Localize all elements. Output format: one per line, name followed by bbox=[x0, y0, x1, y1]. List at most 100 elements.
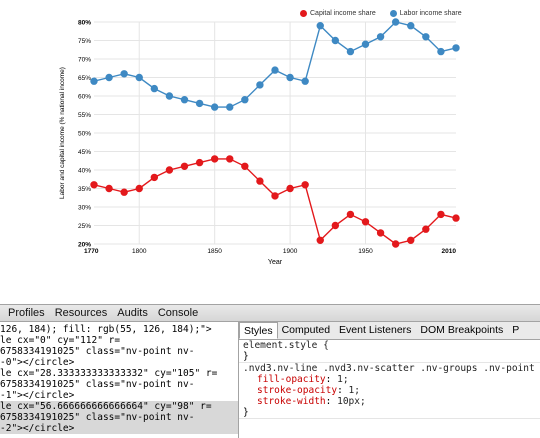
tab-audits[interactable]: Audits bbox=[117, 307, 148, 319]
dom-line[interactable]: 6758334191025" class="nv-point nv- bbox=[0, 346, 195, 357]
y-axis-title: Labor and capital income (% national inc… bbox=[59, 67, 66, 199]
series-point-0 bbox=[271, 192, 279, 200]
series-point-1 bbox=[210, 103, 219, 111]
tab-styles[interactable]: Styles bbox=[239, 322, 278, 339]
devtools-toolbar: Profiles Resources Audits Console bbox=[0, 305, 540, 322]
tab-truncated[interactable]: P bbox=[512, 324, 520, 336]
series-point-1 bbox=[437, 47, 445, 56]
series-point-1 bbox=[316, 22, 324, 30]
series-point-0 bbox=[391, 240, 400, 248]
series-point-1 bbox=[361, 40, 370, 48]
dom-tree-pane[interactable]: 126, 184); fill: rgb(55, 126, 184);"> le… bbox=[0, 322, 239, 438]
series-point-1 bbox=[376, 33, 385, 41]
y-tick-label: 25% bbox=[78, 223, 91, 230]
series-point-0 bbox=[316, 236, 324, 245]
series-line-0 bbox=[93, 158, 457, 245]
tab-resources[interactable]: Resources bbox=[54, 307, 108, 319]
dom-line[interactable]: -0"></circle> bbox=[0, 357, 75, 368]
series-point-1 bbox=[195, 99, 204, 108]
series-point-0 bbox=[241, 162, 249, 171]
y-tick-label: 55% bbox=[78, 112, 91, 119]
legend-item-capital[interactable]: Capital income share bbox=[300, 10, 376, 17]
x-tick-label: 1770 bbox=[84, 248, 99, 255]
series-point-1 bbox=[286, 73, 294, 82]
series-point-0 bbox=[150, 173, 159, 182]
series-point-0 bbox=[105, 184, 113, 193]
series-point-0 bbox=[256, 177, 264, 185]
property-name: stroke-width bbox=[257, 396, 326, 407]
property-value: 1; bbox=[337, 374, 349, 385]
series-point-1 bbox=[422, 33, 430, 41]
series-point-1 bbox=[135, 73, 143, 82]
css-rule-selector: .nvd3.nv-line .nvd3.nv-scatter .nv-group… bbox=[243, 363, 535, 374]
y-tick-label: 40% bbox=[78, 168, 91, 175]
tab-console[interactable]: Console bbox=[157, 307, 199, 319]
series-point-1 bbox=[226, 103, 234, 111]
sidebar-tabs: Styles Computed Event Listeners DOM Brea… bbox=[239, 322, 540, 340]
devtools-panel: Profiles Resources Audits Console 126, 1… bbox=[0, 304, 540, 438]
css-rule[interactable]: .nvd3.nv-line .nvd3.nv-scatter .nv-group… bbox=[239, 363, 540, 419]
series-point-0 bbox=[437, 210, 445, 219]
series-point-1 bbox=[256, 81, 264, 89]
series-point-1 bbox=[241, 96, 249, 104]
series-point-1 bbox=[90, 77, 98, 85]
series-point-0 bbox=[226, 155, 234, 163]
property-name: fill-opacity bbox=[257, 374, 326, 385]
property-value: 1; bbox=[348, 385, 360, 396]
series-point-0 bbox=[286, 184, 294, 193]
styles-pane: Styles Computed Event Listeners DOM Brea… bbox=[239, 322, 540, 438]
element-style-rule[interactable]: element.style { } bbox=[239, 340, 540, 363]
chart-area: 20% 25% 30% 35% 40% 45% 50% 55% 60% 65% 70% 75% 80% 1… bbox=[59, 10, 462, 266]
tab-dom-breakpoints[interactable]: DOM Breakpoints bbox=[420, 324, 504, 336]
dom-line-selected[interactable]: -2"></circle> bbox=[0, 423, 238, 434]
tab-event-listeners[interactable]: Event Listeners bbox=[339, 324, 412, 336]
y-tick-label: 60% bbox=[78, 94, 91, 101]
dom-line[interactable]: 6758334191025" class="nv-point nv- bbox=[0, 379, 195, 390]
rule-close-brace: } bbox=[243, 407, 249, 418]
css-property[interactable]: stroke-opacity: 1; bbox=[257, 385, 360, 396]
series-point-1 bbox=[105, 73, 113, 82]
dom-line-selected[interactable]: 6758334191025" class="nv-point nv- bbox=[0, 412, 238, 423]
legend-dot-capital bbox=[300, 10, 307, 17]
y-tick-label: 45% bbox=[78, 149, 91, 156]
series-point-0 bbox=[135, 184, 143, 193]
y-tick-label: 65% bbox=[78, 75, 91, 82]
css-property[interactable]: fill-opacity: 1; bbox=[257, 374, 349, 385]
property-name: stroke-opacity bbox=[257, 385, 338, 396]
rule-close-brace: } bbox=[243, 351, 249, 362]
series-point-0 bbox=[361, 218, 370, 226]
series-point-0 bbox=[331, 221, 340, 230]
x-tick-label: 1950 bbox=[358, 248, 373, 255]
tab-computed[interactable]: Computed bbox=[281, 324, 331, 336]
dom-line-selected[interactable]: le cx="56.666666666666664" cy="98" r= bbox=[0, 401, 238, 412]
dom-line[interactable]: 126, 184); fill: rgb(55, 126, 184);"> bbox=[0, 324, 212, 335]
x-tick-label: 2010 bbox=[442, 248, 457, 255]
x-tick-label: 1850 bbox=[207, 248, 222, 255]
series-point-1 bbox=[150, 84, 159, 93]
series-point-0 bbox=[165, 166, 174, 174]
legend-item-labor[interactable]: Labor income share bbox=[389, 10, 462, 17]
series-point-0 bbox=[407, 236, 415, 245]
series-point-1 bbox=[301, 77, 309, 85]
legend-label-capital: Capital income share bbox=[310, 10, 376, 17]
y-tick-label: 80% bbox=[78, 20, 91, 27]
series-point-0 bbox=[90, 181, 98, 189]
dom-line[interactable]: le cx="0" cy="112" r= bbox=[0, 335, 121, 346]
legend-dot-labor bbox=[389, 10, 397, 17]
tab-profiles[interactable]: Profiles bbox=[8, 307, 45, 319]
y-tick-label: 75% bbox=[78, 38, 91, 45]
series-point-1 bbox=[165, 92, 174, 100]
series-point-0 bbox=[180, 162, 189, 171]
series-point-1 bbox=[271, 66, 279, 74]
series-point-0 bbox=[452, 214, 460, 222]
dom-line[interactable]: -1"></circle> bbox=[0, 390, 75, 401]
y-tick-label: 70% bbox=[78, 57, 91, 64]
dom-line[interactable]: le cx="28.333333333333332" cy="105" r= bbox=[0, 368, 218, 379]
legend-label-labor: Labor income share bbox=[399, 10, 462, 17]
series-point-0 bbox=[120, 188, 128, 196]
series-point-0 bbox=[376, 229, 385, 237]
chart-legend: Capital income share Labor income share bbox=[300, 10, 462, 17]
series-point-1 bbox=[391, 18, 400, 26]
series-point-0 bbox=[195, 158, 204, 167]
css-property[interactable]: stroke-width: 10px; bbox=[257, 396, 366, 407]
